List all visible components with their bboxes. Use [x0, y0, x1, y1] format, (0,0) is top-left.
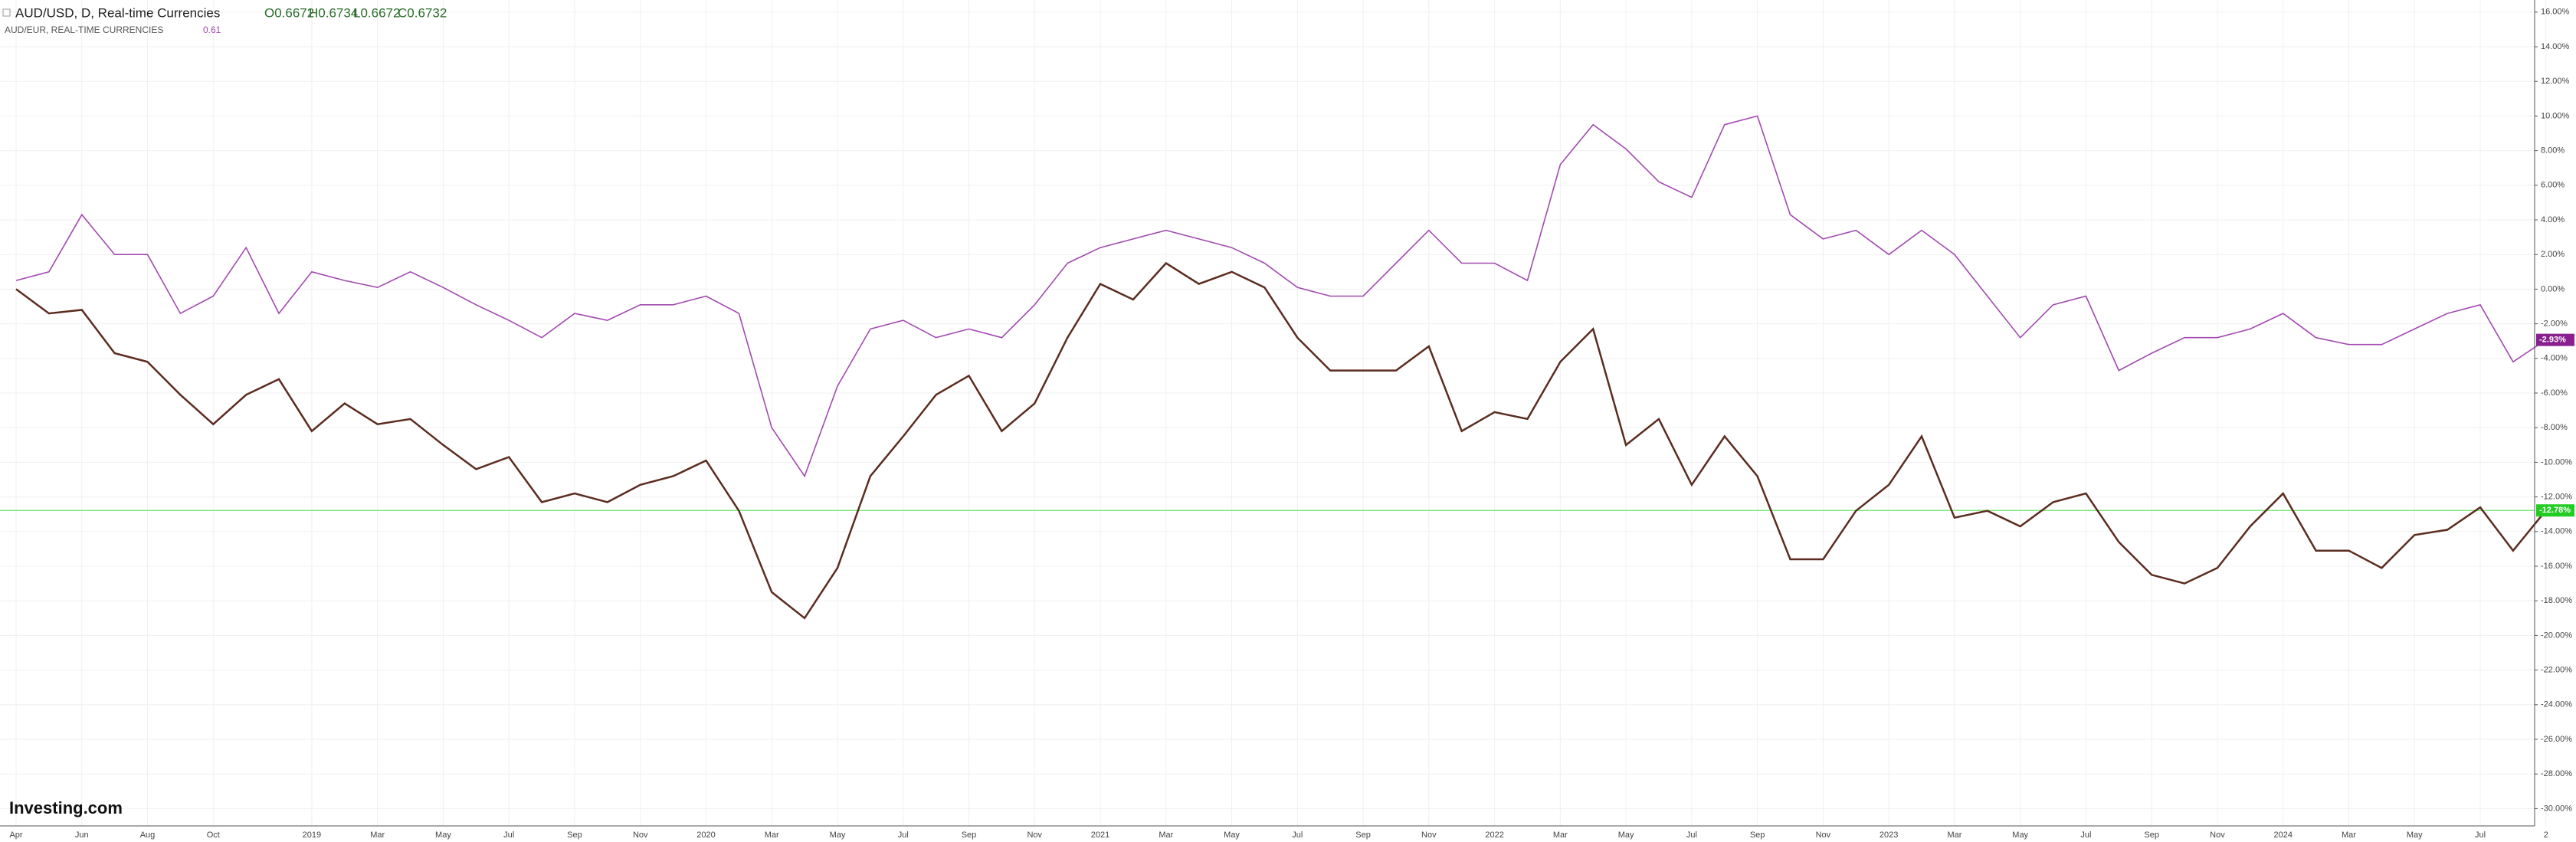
y-tick-label: -20.00% — [2541, 631, 2572, 640]
ohlc-value: L0.6672 — [353, 5, 400, 20]
ohlc-value: C0.6732 — [398, 5, 447, 20]
last-value-label: -2.93% — [2539, 336, 2566, 345]
y-tick-label: 8.00% — [2541, 146, 2565, 156]
y-tick-label: 16.00% — [2541, 8, 2570, 17]
y-tick-label: -18.00% — [2541, 596, 2572, 605]
y-tick-label: -16.00% — [2541, 562, 2572, 571]
y-tick-label: -26.00% — [2541, 735, 2572, 744]
x-tick-label: Mar — [1947, 831, 1961, 840]
x-tick-label: Jul — [503, 831, 514, 840]
x-tick-label: Nov — [633, 831, 648, 840]
x-tick-label: May — [1224, 831, 1240, 840]
x-tick-label: 2024 — [2273, 831, 2292, 840]
x-tick-label: 2021 — [1091, 831, 1109, 840]
y-tick-label: -14.00% — [2541, 527, 2572, 536]
y-tick-label: -24.00% — [2541, 700, 2572, 709]
y-tick-label: 6.00% — [2541, 181, 2565, 190]
series-line — [15, 261, 2547, 620]
y-tick-label: 10.00% — [2541, 111, 2570, 120]
x-tick-label: 2020 — [696, 831, 715, 840]
x-tick-label: Jun — [75, 831, 89, 840]
symbol-title: AUD/USD, D, Real-time Currencies — [15, 5, 220, 20]
last-value-badge — [2536, 333, 2574, 346]
x-tick-label: May — [2012, 831, 2028, 840]
series-line — [15, 115, 2547, 478]
y-tick-label: -30.00% — [2541, 804, 2572, 813]
y-tick-label: -4.00% — [2541, 354, 2568, 363]
x-tick-label: Sep — [567, 831, 582, 840]
x-tick-label: Apr — [9, 831, 22, 840]
x-tick-label: Mar — [370, 831, 385, 840]
y-tick-label: 0.00% — [2541, 284, 2565, 293]
x-tick-label: Jul — [898, 831, 909, 840]
y-tick-label: -28.00% — [2541, 769, 2572, 778]
y-tick-label: -8.00% — [2541, 423, 2568, 432]
y-tick-label: -6.00% — [2541, 388, 2568, 398]
x-tick-label: Mar — [1159, 831, 1173, 840]
x-tick-label: Nov — [1421, 831, 1437, 840]
x-tick-label: Oct — [207, 831, 220, 840]
y-tick-label: 12.00% — [2541, 77, 2570, 86]
x-tick-label: Nov — [1027, 831, 1042, 840]
last-value-badge — [2536, 504, 2574, 517]
x-tick-label: Sep — [1750, 831, 1765, 840]
y-tick-label: -22.00% — [2541, 666, 2572, 675]
x-tick-label: Jul — [2080, 831, 2091, 840]
plot — [15, 115, 2547, 620]
x-tick-label: Jul — [2475, 831, 2486, 840]
x-tick-label: Jul — [1686, 831, 1697, 840]
x-tick-label: Mar — [765, 831, 779, 840]
grid — [0, 0, 2547, 826]
y-tick-label: 14.00% — [2541, 42, 2570, 51]
x-tick-label: Mar — [1553, 831, 1568, 840]
x-tick-label: May — [1618, 831, 1634, 840]
x-tick-label: Nov — [1816, 831, 1831, 840]
x-tick-label: May — [435, 831, 451, 840]
x-tick-label: Sep — [962, 831, 977, 840]
ohlc-value: O0.6672 — [264, 5, 314, 20]
logo: Investing.com — [9, 798, 123, 817]
x-tick-label: May — [2407, 831, 2423, 840]
y-tick-label: -2.00% — [2541, 319, 2568, 329]
y-tick-label: -12.00% — [2541, 493, 2572, 502]
overlay-value: 0.61 — [203, 25, 221, 35]
ohlc-value: H0.6734 — [309, 5, 358, 20]
x-tick-label: 2023 — [1880, 831, 1898, 840]
x-tick-label: 2022 — [1485, 831, 1503, 840]
x-tick-label: Sep — [2144, 831, 2159, 840]
y-tick-label: -10.00% — [2541, 457, 2572, 467]
x-tick-label: Sep — [1355, 831, 1371, 840]
x-tick-label: Jul — [1292, 831, 1303, 840]
x-tick-label: Aug — [140, 831, 156, 840]
x-tick-label: May — [830, 831, 846, 840]
y-tick-label: 4.00% — [2541, 215, 2565, 224]
x-tick-label: 2 — [2544, 831, 2548, 840]
y-tick-label: 2.00% — [2541, 250, 2565, 259]
last-value-label: -12.78% — [2539, 506, 2571, 515]
x-tick-label: 2019 — [303, 831, 321, 840]
x-tick-label: Mar — [2342, 831, 2356, 840]
overlay-title: AUD/EUR, REAL-TIME CURRENCIES — [5, 25, 163, 35]
collapse-icon[interactable] — [2, 8, 11, 17]
x-tick-label: Nov — [2210, 831, 2225, 840]
